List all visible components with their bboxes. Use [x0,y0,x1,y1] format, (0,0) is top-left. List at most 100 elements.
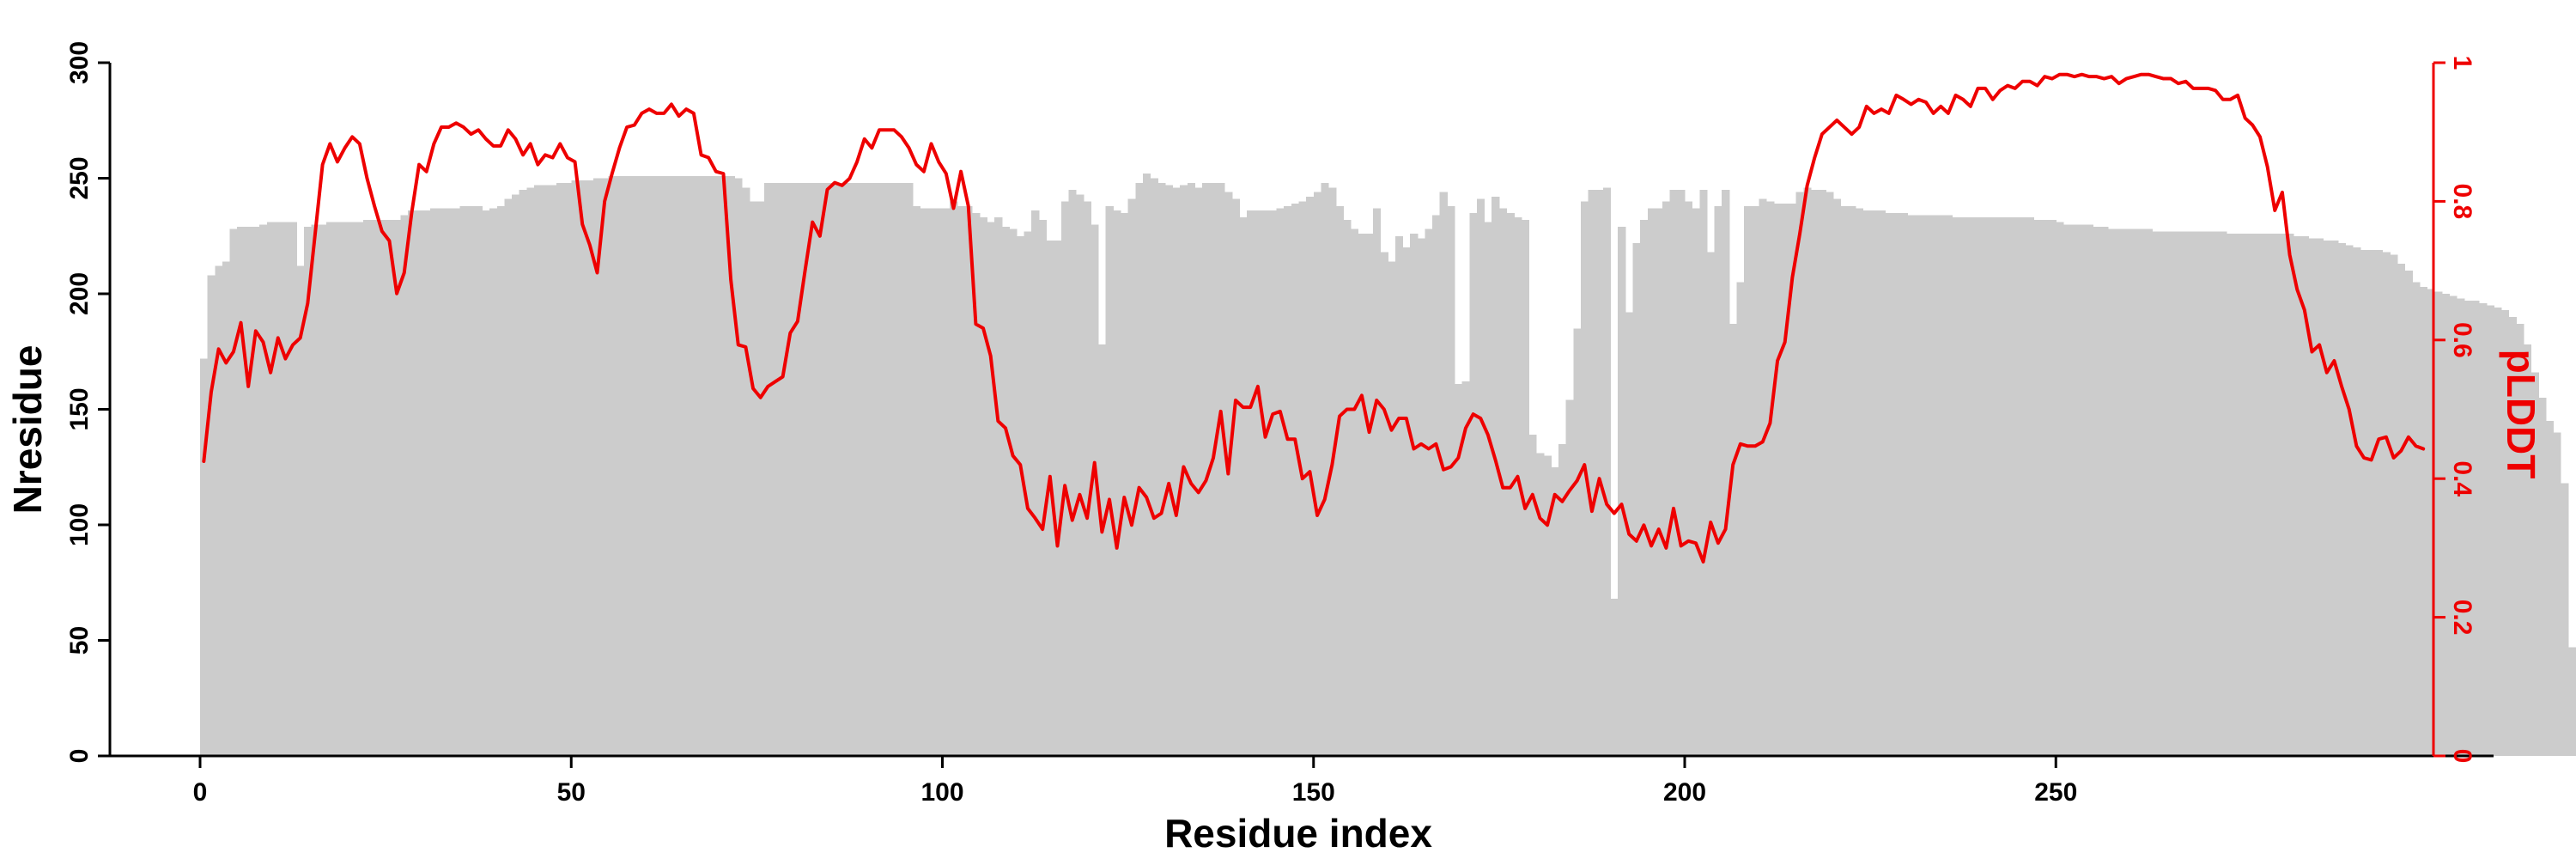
bar [927,208,936,757]
bar [1773,204,1782,757]
bar [853,182,861,756]
bar [274,222,283,756]
bar [2011,217,2020,757]
bar [875,182,884,756]
bar [1781,204,1789,757]
bar [1120,212,1129,757]
bar [987,222,995,756]
bar [1744,205,1753,756]
bar [2026,217,2034,757]
bar [675,175,683,756]
bar [905,182,914,756]
bar [830,182,840,756]
bar [1959,217,1968,757]
bar [1202,182,1211,756]
bar [712,175,720,756]
bar [1380,252,1388,757]
bar [1068,189,1077,756]
bar [304,226,313,756]
bar [720,175,728,756]
bar [1714,205,1722,756]
bar [2256,234,2264,756]
bar [2345,245,2354,756]
bar [578,180,587,756]
bar [2249,234,2257,756]
bar [467,205,476,756]
y-tick-label: 150 [65,387,94,430]
bar [1558,443,1567,756]
bar [2100,226,2109,756]
bar [2040,219,2050,757]
bar [1284,205,1292,756]
bar [1291,204,1300,757]
bar [229,228,238,756]
bar [920,208,928,757]
bar [445,208,453,757]
bar [1706,252,1716,757]
bar [890,182,899,756]
bar [1254,210,1262,756]
bar [1231,198,1240,756]
bar [897,182,906,756]
bar [2085,224,2094,756]
bar [1514,217,1522,757]
bar [2367,249,2376,756]
bar [1565,399,1574,756]
bar [2003,217,2012,757]
bar [1268,210,1278,756]
bar [1402,247,1411,756]
bar [1885,212,1893,757]
bar [593,178,602,756]
bar [1936,215,1946,757]
bar [2300,235,2309,756]
bar [512,194,520,756]
bar [2441,294,2451,756]
bar [348,222,357,756]
bar [333,222,342,756]
bar [1461,381,1470,756]
bar [1826,192,1834,756]
bar [682,175,691,756]
bar [2166,231,2176,756]
bar [341,222,349,756]
bar [1870,210,1879,756]
bars-layer [200,174,2576,757]
bar [1789,204,1797,757]
bar [2315,238,2324,756]
bar [1009,228,1018,756]
bar [1083,201,1091,756]
bar [1060,201,1070,756]
bar [756,201,765,756]
bar [808,182,817,756]
bar [415,210,423,756]
bar [1855,208,1864,757]
bar [950,201,958,756]
bar [2561,483,2569,756]
bar [2241,234,2250,756]
bar [2174,231,2183,756]
bar [2137,228,2146,756]
bar [2374,249,2384,756]
bar [964,205,973,756]
bar [482,210,490,756]
bar [2278,234,2287,756]
bar [519,189,527,756]
bar [296,265,305,757]
bar [2545,420,2555,756]
bar [816,182,824,756]
bar [1024,231,1032,756]
bar [266,222,276,756]
bar [1484,222,1492,756]
bar [616,175,624,756]
bar [534,185,543,756]
bar [489,208,498,757]
bar [1105,205,1114,756]
bar [2107,228,2116,756]
bar [2033,219,2042,757]
bar [2182,231,2190,756]
bar [2323,241,2331,756]
bar [942,208,951,757]
bar [370,219,380,757]
bar [2457,298,2465,756]
y-axis-title: Nresidue [5,345,50,515]
